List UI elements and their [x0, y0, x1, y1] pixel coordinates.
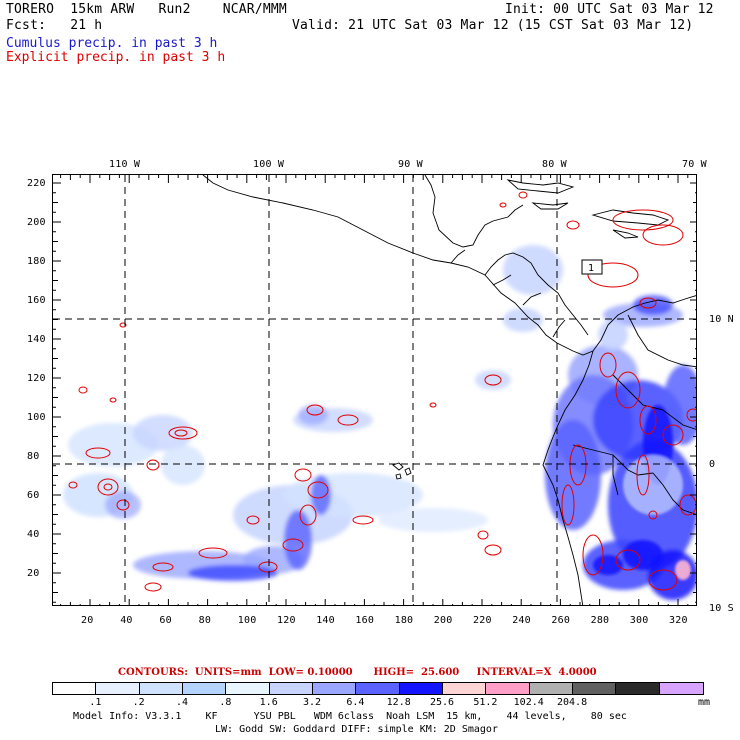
lat-lon-grid	[53, 175, 696, 605]
lat-label: 10 S	[709, 603, 734, 614]
model-info: Model Info: V3.3.1 KF YSU PBL WDM 6class…	[73, 711, 627, 722]
lat-label: 10 N	[709, 314, 734, 325]
colorbar	[52, 682, 704, 695]
colorbar-label: 6.4	[346, 697, 365, 708]
explicit-precip-contours	[68, 191, 696, 592]
cumulus-legend: Cumulus precip. in past 3 h	[6, 36, 218, 51]
contour-info: CONTOURS: UNITS=mm LOW= 0.10000 HIGH= 25…	[118, 667, 597, 678]
colorbar-label: .4	[176, 697, 189, 708]
lon-label: 70 W	[682, 159, 707, 170]
x-tick-label: 280	[590, 615, 610, 626]
x-tick-label: 20	[81, 615, 94, 626]
colorbar-label: .8	[219, 697, 232, 708]
y-tick-label: 60	[27, 490, 40, 501]
colorbar-swatch	[182, 683, 227, 694]
lon-label: 90 W	[398, 159, 423, 170]
colorbar-swatch	[356, 683, 400, 694]
colorbar-swatch	[529, 683, 573, 694]
colorbar-label: 12.8	[386, 697, 411, 708]
colorbar-label: .2	[132, 697, 145, 708]
x-tick-label: 260	[551, 615, 571, 626]
y-tick-label: 100	[27, 412, 46, 423]
colorbar-swatch	[442, 683, 487, 694]
x-tick-label: 140	[316, 615, 335, 626]
init-time: Init: 00 UTC Sat 03 Mar 12	[505, 2, 714, 17]
heavy-precip-patches	[593, 405, 691, 580]
domain-box-marker: 1	[581, 259, 603, 275]
y-tick-label: 40	[27, 529, 40, 540]
x-tick-label: 300	[629, 615, 649, 626]
model-title: TORERO 15km ARW Run2 NCAR/MMM	[6, 2, 287, 17]
lon-label: 110 W	[109, 159, 141, 170]
colorbar-label: 3.2	[303, 697, 322, 708]
precip-map: 1	[52, 174, 697, 606]
x-tick-label: 60	[159, 615, 172, 626]
explicit-legend: Explicit precip. in past 3 h	[6, 50, 226, 65]
colorbar-unit: mm	[698, 697, 711, 708]
colorbar-swatch	[659, 683, 703, 694]
lat-label: 0	[709, 459, 716, 470]
y-tick-label: 200	[27, 217, 46, 228]
colorbar-swatch	[486, 683, 530, 694]
colorbar-swatch	[96, 683, 140, 694]
domain-box-label: 1	[588, 263, 594, 274]
coastlines	[202, 175, 696, 605]
colorbar-swatch	[616, 683, 660, 694]
x-tick-label: 40	[120, 615, 133, 626]
y-tick-label: 140	[27, 334, 46, 345]
y-tick-label: 220	[27, 178, 46, 189]
colorbar-label: 25.6	[430, 697, 455, 708]
lon-label: 80 W	[542, 159, 567, 170]
x-tick-label: 240	[512, 615, 531, 626]
y-tick-label: 20	[27, 568, 40, 579]
colorbar-swatch	[269, 683, 313, 694]
y-tick-label: 160	[27, 295, 46, 306]
colorbar-swatch	[53, 683, 97, 694]
map-canvas: 1	[53, 175, 696, 605]
y-tick-label: 180	[27, 256, 46, 267]
valid-time: Valid: 21 UTC Sat 03 Mar 12 (15 CST Sat …	[292, 18, 694, 33]
x-tick-label: 220	[473, 615, 492, 626]
colorbar-swatch	[226, 683, 270, 694]
x-tick-label: 200	[433, 615, 453, 626]
colorbar-label: 1.6	[259, 697, 278, 708]
forecast-hour: Fcst: 21 h	[6, 18, 103, 33]
colorbar-swatch	[399, 683, 443, 694]
y-tick-label: 120	[27, 373, 46, 384]
x-tick-label: 180	[394, 615, 414, 626]
x-tick-label: 120	[277, 615, 296, 626]
x-tick-label: 100	[237, 615, 257, 626]
colorbar-label: 102.4	[513, 697, 544, 708]
colorbar-label: 204.8	[557, 697, 588, 708]
colorbar-label: .1	[89, 697, 102, 708]
model-physics: LW: Godd SW: Goddard DIFF: simple KM: 2D…	[215, 724, 498, 735]
x-tick-label: 80	[198, 615, 212, 626]
y-tick-label: 80	[27, 451, 40, 462]
colorbar-label: 51.2	[473, 697, 498, 708]
x-tick-label: 320	[669, 615, 688, 626]
colorbar-swatch	[572, 683, 617, 694]
colorbar-swatch	[139, 683, 183, 694]
x-tick-label: 160	[355, 615, 375, 626]
lon-label: 100 W	[253, 159, 285, 170]
colorbar-swatch	[312, 683, 357, 694]
axis-ticks	[53, 175, 696, 605]
